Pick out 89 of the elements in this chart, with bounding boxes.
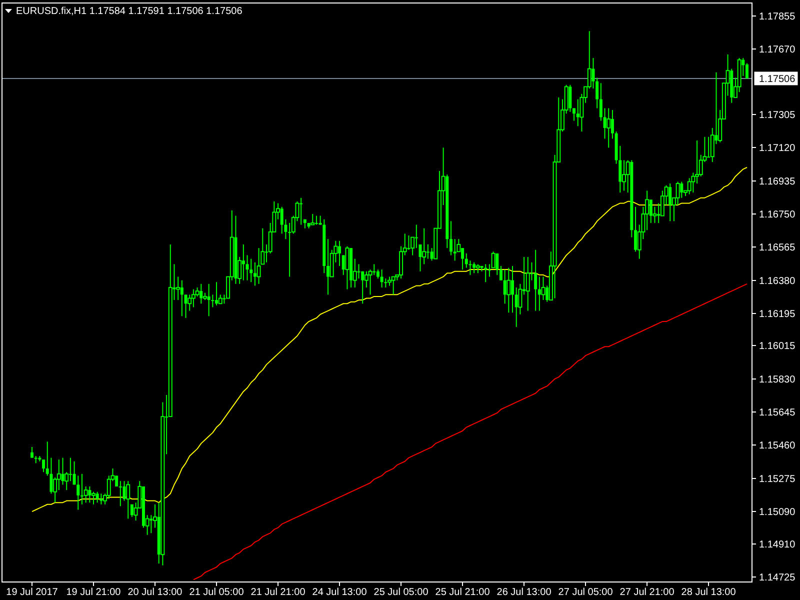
candlestick bbox=[634, 206, 638, 252]
x-tick-label: 28 Jul 13:00 bbox=[681, 587, 736, 598]
candlestick bbox=[100, 493, 103, 505]
candlestick bbox=[514, 286, 518, 328]
y-tick-label: 1.16565 bbox=[759, 242, 796, 254]
y-tick-label: 1.16380 bbox=[759, 276, 796, 287]
candlestick bbox=[357, 264, 360, 280]
candlestick bbox=[42, 459, 46, 473]
candlestick bbox=[472, 262, 476, 274]
x-tick-label: 20 Jul 13:00 bbox=[128, 587, 183, 598]
x-tick-label: 19 Jul 2017 bbox=[6, 587, 58, 598]
candlestick bbox=[534, 249, 538, 312]
x-tick-label: 21 Jul 05:00 bbox=[189, 587, 244, 598]
candlestick bbox=[191, 288, 196, 308]
y-tick-label: 1.16015 bbox=[759, 341, 796, 352]
candlestick bbox=[118, 480, 122, 507]
x-tick-label: 25 Jul 05:00 bbox=[374, 587, 429, 598]
candlestick bbox=[572, 108, 576, 122]
y-tick-label: 1.14725 bbox=[759, 572, 796, 584]
candlestick bbox=[746, 62, 748, 79]
ref-line-label: 1.17506 bbox=[759, 74, 796, 85]
candlestick bbox=[592, 58, 595, 90]
y-tick-label: 1.17305 bbox=[759, 110, 796, 121]
candlestick bbox=[361, 270, 364, 304]
candlestick bbox=[576, 98, 580, 127]
candlestick bbox=[310, 213, 315, 226]
candlestick bbox=[506, 267, 511, 314]
x-tick-label: 21 Jul 21:00 bbox=[250, 587, 306, 598]
y-tick-label: 1.15275 bbox=[759, 474, 796, 485]
candlestick bbox=[450, 220, 453, 256]
candlestick bbox=[606, 108, 611, 148]
candlestick bbox=[200, 283, 203, 304]
chart-title: EURUSD.fix,H1 1.17584 1.17591 1.17506 1.17506 bbox=[16, 6, 243, 17]
line-series bbox=[32, 166, 748, 512]
candlestick bbox=[453, 238, 456, 262]
y-tick-label: 1.16195 bbox=[759, 308, 796, 320]
y-tick-label: 1.14910 bbox=[759, 539, 796, 550]
y-tick-label: 1.15460 bbox=[759, 440, 796, 452]
candlestick bbox=[150, 514, 153, 534]
candlestick bbox=[649, 199, 652, 224]
candlestick bbox=[676, 181, 680, 206]
candlestick bbox=[568, 84, 572, 112]
candlestick bbox=[426, 244, 430, 260]
x-tick-label: 27 Jul 21:00 bbox=[620, 587, 675, 598]
line-series bbox=[192, 283, 748, 580]
candlestick bbox=[68, 457, 72, 482]
candlestick bbox=[496, 252, 499, 276]
y-tick-label: 1.16750 bbox=[759, 209, 796, 220]
candlestick bbox=[76, 475, 80, 510]
y-tick-label: 1.17855 bbox=[759, 11, 796, 22]
candlestick bbox=[668, 183, 672, 222]
candlestick bbox=[391, 276, 396, 296]
candlestick bbox=[599, 82, 602, 122]
candlestick bbox=[215, 282, 218, 306]
y-tick-label: 1.15645 bbox=[759, 408, 796, 419]
candlestick bbox=[246, 254, 249, 281]
candlestick bbox=[256, 248, 261, 284]
candlestick bbox=[503, 269, 506, 304]
candlestick bbox=[207, 283, 210, 317]
y-tick-label: 1.17670 bbox=[759, 44, 796, 56]
candlestick bbox=[610, 110, 614, 140]
x-tick-label: 24 Jul 13:00 bbox=[312, 587, 368, 598]
candlestick bbox=[122, 480, 126, 502]
candlestick bbox=[126, 480, 130, 520]
candlestick bbox=[596, 77, 599, 109]
candlestick bbox=[526, 256, 530, 312]
candlestick bbox=[30, 446, 34, 458]
candlestick bbox=[407, 234, 410, 250]
candlestick bbox=[499, 265, 502, 281]
candlestick bbox=[372, 264, 376, 276]
candlestick bbox=[180, 280, 184, 317]
y-tick-label: 1.16935 bbox=[759, 176, 796, 188]
candlestick bbox=[680, 181, 684, 198]
y-tick-label: 1.15830 bbox=[759, 374, 796, 386]
candlestick bbox=[96, 491, 99, 504]
candlestick bbox=[414, 224, 418, 249]
candlestick bbox=[250, 258, 253, 283]
y-tick-label: 1.15090 bbox=[759, 507, 796, 518]
candlestick bbox=[345, 246, 350, 290]
x-tick-label: 27 Jul 05:00 bbox=[558, 587, 614, 598]
candlestick bbox=[380, 269, 384, 288]
x-tick-label: 19 Jul 21:00 bbox=[66, 587, 122, 598]
y-tick-label: 1.17120 bbox=[759, 143, 796, 154]
candlestick bbox=[61, 457, 64, 486]
candlestick bbox=[184, 294, 188, 318]
x-tick-label: 25 Jul 21:00 bbox=[435, 587, 490, 598]
candlestick bbox=[88, 486, 92, 504]
candlestick bbox=[242, 244, 245, 281]
x-tick-label: 26 Jul 13:00 bbox=[496, 587, 552, 598]
